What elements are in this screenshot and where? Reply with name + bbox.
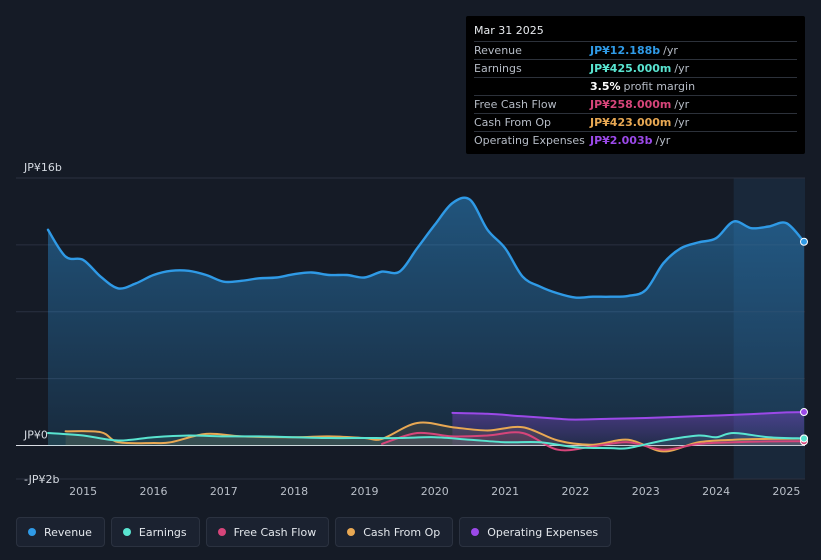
tooltip-unit: profit margin	[623, 80, 696, 93]
revenue-area	[48, 197, 804, 446]
tooltip-label: Revenue	[474, 44, 522, 57]
tooltip-unit: /yr	[674, 116, 690, 129]
tooltip-unit: /yr	[655, 134, 671, 147]
x-tick-label: 2016	[139, 485, 167, 498]
tooltip-unit: /yr	[663, 44, 678, 57]
tooltip-row-earnings: Earnings JP¥425.000m /yr	[474, 60, 797, 78]
legend-item-operating-expenses[interactable]: Operating Expenses	[459, 517, 612, 547]
tooltip-value: JP¥425.000m	[590, 62, 672, 75]
legend-label: Free Cash Flow	[233, 525, 317, 539]
tooltip-row-profit-margin: 3.5% profit margin	[474, 78, 797, 96]
legend-item-free-cash-flow[interactable]: Free Cash Flow	[205, 517, 330, 547]
x-tick-label: 2021	[491, 485, 519, 498]
tooltip-row-revenue: Revenue JP¥12.188b /yr	[474, 42, 797, 60]
earnings-dot-icon	[122, 528, 131, 536]
legend-label: Revenue	[44, 525, 92, 539]
legend-item-earnings[interactable]: Earnings	[110, 517, 200, 547]
earnings-line	[47, 432, 805, 450]
legend-label: Operating Expenses	[487, 525, 599, 539]
tooltip-row-free-cash-flow: Free Cash Flow JP¥258.000m /yr	[474, 96, 797, 114]
tooltip: Mar 31 2025 Revenue JP¥12.188b /yr Earni…	[466, 16, 805, 154]
free-cash-flow-dot-icon	[217, 528, 226, 536]
x-tick-label: 2015	[69, 485, 97, 498]
tooltip-label: Operating Expenses	[474, 134, 585, 147]
tooltip-label	[474, 78, 590, 95]
tooltip-date: Mar 31 2025	[474, 23, 797, 42]
operating-expenses-end-marker	[800, 408, 808, 417]
x-tick-label: 2022	[561, 485, 589, 498]
earnings-end-marker	[800, 434, 808, 443]
tooltip-label: Cash From Op	[474, 116, 552, 129]
tooltip-value: JP¥2.003b	[590, 134, 653, 147]
tooltip-unit: /yr	[674, 98, 690, 111]
y-tick-label: -JP¥2b	[24, 473, 59, 486]
operating-expenses-line	[451, 411, 805, 421]
tooltip-row-cash-from-op: Cash From Op JP¥423.000m /yr	[474, 114, 797, 132]
tooltip-value: 3.5%	[590, 80, 621, 93]
cash-from-op-dot-icon	[347, 528, 356, 536]
revenue-end-marker	[800, 237, 808, 246]
legend-item-cash-from-op[interactable]: Cash From Op	[335, 517, 454, 547]
tooltip-unit: /yr	[674, 62, 690, 75]
legend: Revenue Earnings Free Cash Flow Cash Fro…	[16, 517, 612, 547]
tooltip-value: JP¥258.000m	[590, 98, 672, 111]
free-cash-flow-area	[382, 432, 804, 451]
x-tick-label: 2020	[421, 485, 449, 498]
free-cash-flow-line	[381, 431, 805, 452]
revenue-line	[46, 196, 806, 299]
tooltip-value: JP¥423.000m	[590, 116, 672, 129]
operating-expenses-dot-icon	[471, 528, 480, 536]
revenue-dot-icon	[28, 528, 36, 536]
tooltip-value: JP¥12.188b	[590, 44, 661, 57]
x-tick-label: 2018	[280, 485, 308, 498]
x-tick-label: 2024	[702, 485, 730, 498]
tooltip-label: Earnings	[474, 62, 522, 75]
legend-label: Earnings	[138, 525, 187, 539]
legend-item-revenue[interactable]: Revenue	[16, 517, 105, 547]
legend-label: Cash From Op	[363, 525, 441, 539]
y-tick-label: JP¥0	[23, 429, 48, 442]
tooltip-row-operating-expenses: Operating Expenses JP¥2.003b /yr	[474, 132, 797, 149]
x-tick-label: 2023	[632, 485, 660, 498]
x-tick-label: 2025	[772, 485, 800, 498]
tooltip-label: Free Cash Flow	[474, 98, 557, 111]
y-tick-label: JP¥16b	[23, 161, 62, 174]
x-tick-label: 2019	[350, 485, 378, 498]
cash-from-op-line	[64, 421, 805, 453]
x-tick-label: 2017	[210, 485, 238, 498]
